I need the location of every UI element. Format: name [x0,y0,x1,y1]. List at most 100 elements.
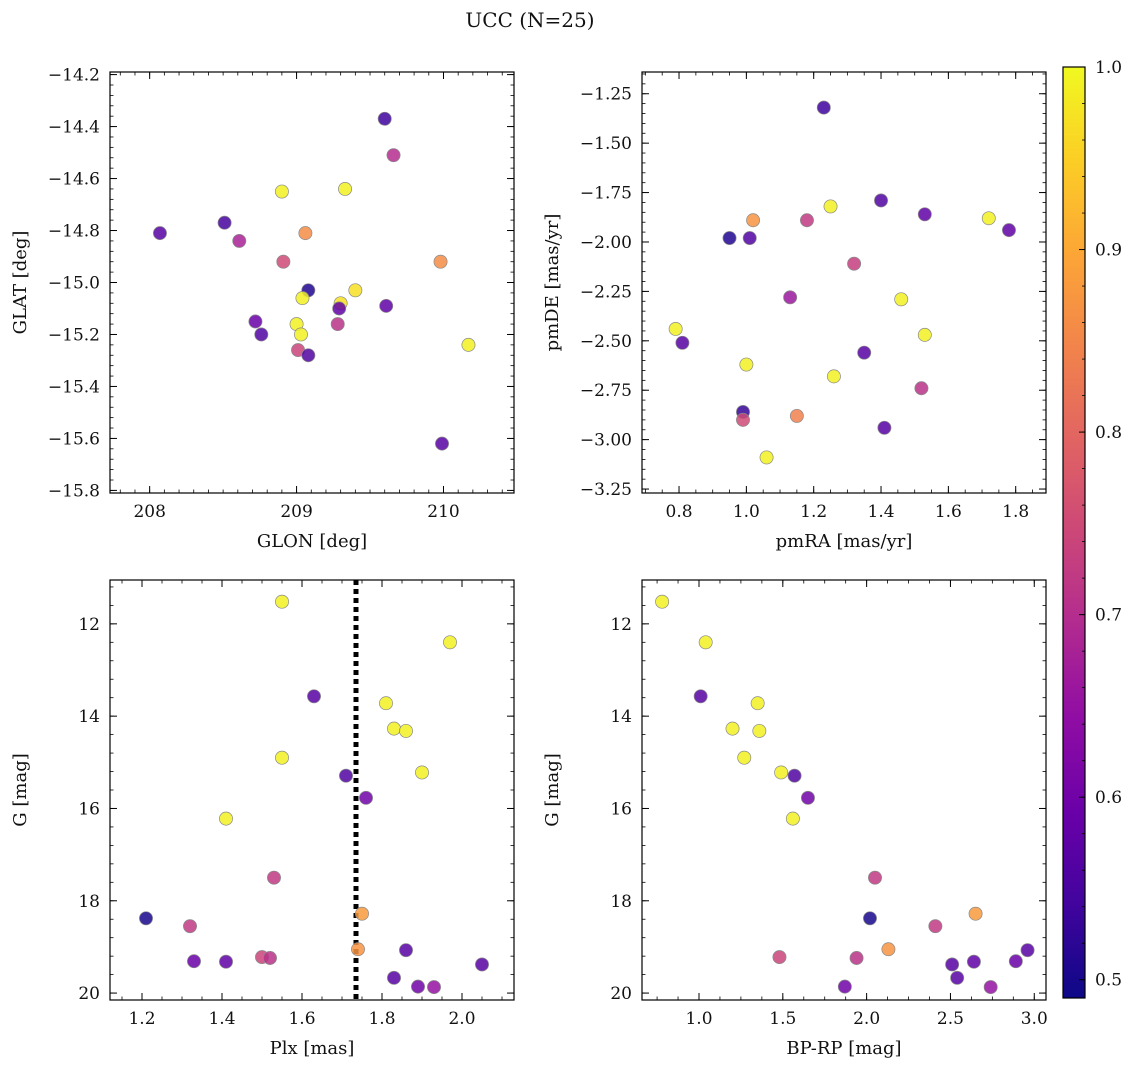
data-point [823,199,838,214]
data-point [983,980,998,995]
data-point [377,111,392,126]
data-point [698,635,713,650]
y-tick-label: −15.8 [48,481,100,501]
data-point [742,231,757,245]
y-tick-label: −1.50 [580,134,632,154]
data-point [387,721,401,736]
colorbar-tick-label: 1.0 [1095,58,1122,78]
data-point [379,298,394,313]
x-tick-label: 1.6 [935,502,962,522]
y-tick-label: −2.75 [580,381,632,401]
data-point [351,942,365,957]
x-axis-label: pmRA [mas/yr] [776,531,913,552]
data-point [275,750,289,765]
x-tick-label: 1.8 [1002,502,1029,522]
y-tick-label: 14 [610,707,632,727]
data-point [415,765,429,780]
panels-group: 208 209 210 −15.8 −15.6 −15.4 −15.2 −15.0 −14.8 −… [10,66,1048,1059]
data-point [655,594,670,609]
colorbar-tick-label: 0.5 [1095,971,1122,991]
data-point [816,100,831,115]
data-point [772,950,787,965]
data-point [232,233,247,248]
data-point [787,768,802,783]
x-tick-label: 1.0 [733,502,760,522]
y-axis-label: GLAT [deg] [10,231,31,335]
data-point [722,231,737,245]
data-point [894,292,909,307]
data-point [379,696,393,711]
panel-4: 1.0 1.5 2.0 2.5 3.0 12 14 16 18 20 BP-RP [mag] G [m… [542,579,1048,1059]
data-point [387,970,401,985]
data-point [219,954,233,969]
panel-1: 208 209 210 −15.8 −15.6 −15.4 −15.2 −15.0 −14.8 −… [10,66,515,552]
data-point [868,870,882,885]
colorbar-tick-label: 0.9 [1095,241,1122,261]
colorbar-gradient [1063,67,1085,998]
panel-3: 1.2 1.4 1.6 1.8 2.0 12 14 16 18 20 Plx [mas] G [mag… [10,579,515,1059]
data-point [461,337,476,352]
axes-frame [109,579,515,1001]
data-point [1008,954,1023,969]
data-point [746,213,761,228]
data-point [355,906,369,921]
x-tick-label: 2.0 [448,1009,475,1029]
data-point [857,345,872,360]
y-tick-label: −15.2 [48,325,100,345]
data-point [849,951,864,965]
panel-2: 0.8 1.0 1.2 1.4 1.6 1.8 −3.25 −3.00 −2.75 −2.50 −2… [542,71,1047,552]
axes-frame [109,71,515,494]
data-point [789,408,804,423]
y-tick-label: 18 [78,892,100,912]
data-point [877,420,892,435]
data-point [275,594,289,609]
data-point [219,811,233,826]
data-point [348,283,363,298]
y-tick-label: −14.2 [48,66,100,86]
y-tick-label: −1.25 [580,85,632,105]
data-point [263,951,277,965]
data-point [783,290,798,305]
axes-frame [641,579,1047,1001]
x-tick-label: 1.6 [288,1009,315,1029]
data-point [837,979,852,994]
data-point [950,970,965,985]
y-tick-label: 20 [78,984,100,1004]
y-tick-label: −2.25 [580,282,632,302]
y-axis-label: G [mag] [10,753,31,826]
x-tick-label: 0.8 [666,502,693,522]
y-tick-label: −1.75 [580,184,632,204]
data-point [427,980,441,995]
data-point [411,979,425,994]
data-point [736,412,750,427]
data-point [945,957,960,972]
y-tick-label: −2.00 [580,233,632,253]
data-point [800,213,814,228]
data-point [968,906,983,921]
data-point [399,723,413,738]
data-point [295,291,310,306]
data-point [675,335,690,350]
y-tick-label: 16 [610,799,632,819]
data-point [399,943,413,958]
data-point [152,226,167,241]
data-point [339,768,353,783]
data-point [274,184,289,199]
colorbar-tick-label: 0.7 [1095,606,1122,626]
data-point [359,790,373,805]
x-tick-label: 3.0 [1021,1009,1048,1029]
colorbar: 0.5 0.6 0.7 0.8 0.9 1.0 [1062,58,1122,999]
data-point [917,207,932,222]
data-point [433,254,448,269]
data-point [966,954,981,969]
data-point [774,765,789,780]
figure-title: UCC (N=25) [465,8,594,32]
y-tick-label: 20 [610,984,632,1004]
y-tick-label: −2.50 [580,332,632,352]
y-tick-label: −15.6 [48,429,100,449]
y-tick-label: −14.8 [48,222,100,242]
data-point [217,215,232,230]
x-axis-label: Plx [mas] [270,1038,355,1059]
colorbar-tick-label: 0.8 [1095,423,1122,443]
data-point [737,750,752,765]
